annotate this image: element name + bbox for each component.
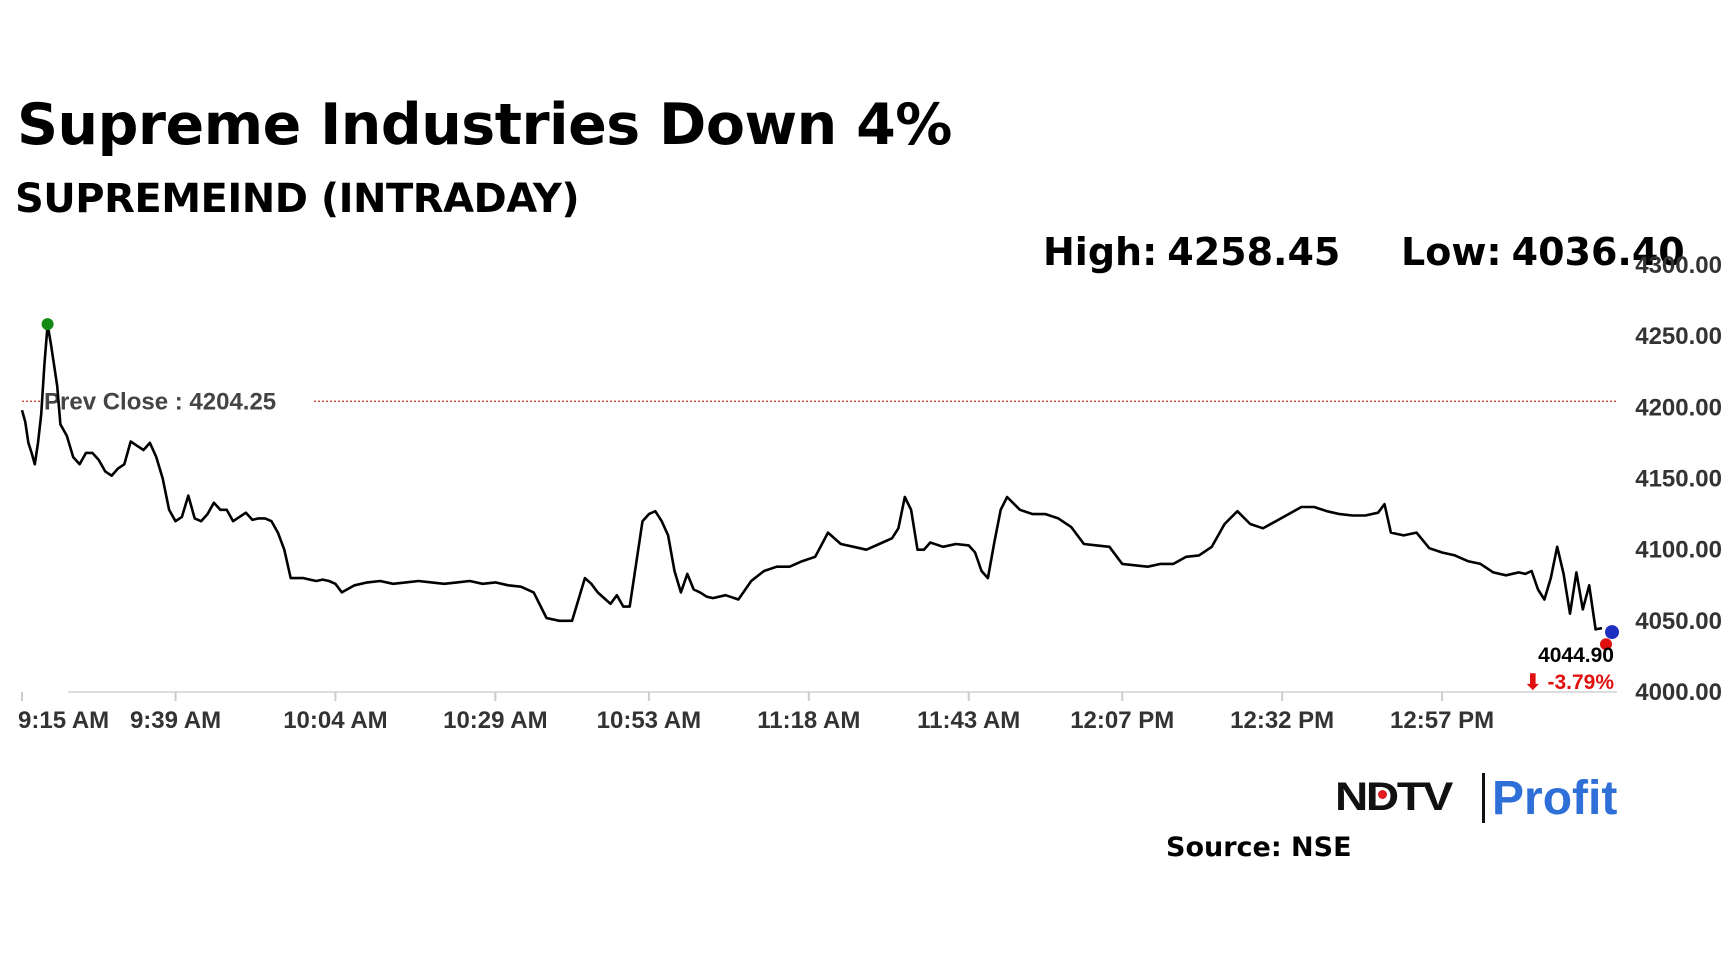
x-tick-label: 12:57 PM	[1390, 707, 1494, 734]
price-series-line	[20, 323, 1603, 631]
x-tick-label: 12:07 PM	[1070, 707, 1174, 734]
last-price-marker	[1605, 625, 1619, 640]
high-marker	[41, 318, 54, 331]
low-stat: Low: 4036.40	[1401, 230, 1685, 274]
change-percent-label: ⬇ -3.79%	[1524, 671, 1614, 694]
prev-close-label-bg	[40, 385, 312, 418]
source-note: Source: NSE	[1166, 832, 1352, 863]
y-tick-label: 4000.00	[1635, 679, 1722, 706]
chart-title: Supreme Industries Down 4%	[17, 92, 952, 158]
logo-red-dot-icon	[1378, 790, 1387, 799]
y-tick-label: 4150.00	[1635, 466, 1722, 493]
y-tick-label: 4100.00	[1635, 537, 1722, 564]
x-tick-label: 10:53 AM	[597, 707, 701, 734]
x-axis: 9:15 AM 9:39 AM 10:04 AM 10:29 AM 10:53 AM 11…	[18, 692, 1494, 734]
x-tick-label: 9:15 AM	[18, 707, 109, 734]
y-tick-label: 4250.00	[1635, 323, 1722, 350]
x-tick-label: 11:43 AM	[917, 707, 1020, 734]
last-price-label: 4044.90	[1538, 644, 1614, 667]
change-percent-value: -3.79%	[1547, 671, 1614, 694]
y-axis: 4000.00 4050.00 4100.00 4150.00 4200.00 4250.…	[1635, 252, 1722, 706]
x-tick-label: 9:39 AM	[130, 707, 221, 734]
logo-divider	[1482, 773, 1485, 823]
chart-subtitle: SUPREMEIND (INTRADAY)	[15, 176, 580, 222]
logo-profit-text: Profit	[1492, 772, 1618, 825]
logo-ndtv-text: NDTV	[1335, 775, 1453, 819]
x-tick-label: 12:32 PM	[1230, 707, 1334, 734]
y-tick-label: 4300.00	[1635, 252, 1722, 279]
high-stat: High: 4258.45	[1043, 230, 1340, 274]
x-tick-label: 10:04 AM	[283, 707, 387, 734]
high-value: 4258.45	[1167, 230, 1341, 274]
y-tick-label: 4050.00	[1635, 608, 1722, 635]
low-marker	[1600, 638, 1612, 651]
low-label: Low:	[1401, 230, 1502, 274]
x-tick-label: 10:29 AM	[443, 707, 547, 734]
low-value: 4036.40	[1511, 230, 1685, 274]
high-label: High:	[1043, 230, 1158, 274]
y-tick-label: 4200.00	[1635, 394, 1722, 421]
x-tick-label: 11:18 AM	[757, 707, 860, 734]
down-arrow-icon: ⬇	[1524, 671, 1547, 694]
prev-close-label: Prev Close : 4204.25	[44, 388, 276, 415]
